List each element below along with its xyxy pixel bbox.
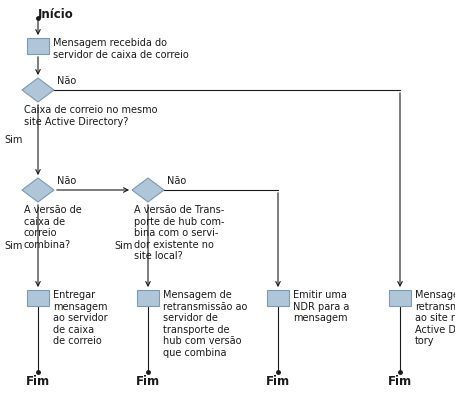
- Polygon shape: [131, 178, 164, 202]
- Text: Mensagem recebida do
servidor de caixa de correio: Mensagem recebida do servidor de caixa d…: [53, 38, 188, 60]
- Text: Emitir uma
NDR para a
mensagem: Emitir uma NDR para a mensagem: [293, 290, 349, 323]
- Text: Fim: Fim: [265, 375, 289, 388]
- Text: Fim: Fim: [26, 375, 50, 388]
- Text: Sim: Sim: [114, 241, 132, 251]
- Text: Início: Início: [38, 8, 74, 21]
- Bar: [388, 290, 410, 306]
- Text: Mensagem de
retransmissão ao
servidor de
transporte de
hub com versão
que combin: Mensagem de retransmissão ao servidor de…: [162, 290, 247, 358]
- Text: Mensagem de
retransmissão
ao site remoto
Active Direc-
tory: Mensagem de retransmissão ao site remoto…: [414, 290, 455, 346]
- Bar: [136, 290, 159, 306]
- Text: A versão de Trans-
porte de hub com-
bina com o servi-
dor existente no
site loc: A versão de Trans- porte de hub com- bin…: [134, 205, 224, 261]
- Text: Sim: Sim: [4, 241, 22, 251]
- Text: Não: Não: [57, 176, 76, 186]
- Text: Não: Não: [167, 176, 186, 186]
- Text: Sim: Sim: [4, 135, 22, 145]
- Text: Não: Não: [57, 76, 76, 86]
- Bar: [267, 290, 288, 306]
- Text: Caixa de correio no mesmo
site Active Directory?: Caixa de correio no mesmo site Active Di…: [24, 105, 157, 127]
- Polygon shape: [22, 78, 54, 102]
- Bar: [27, 290, 49, 306]
- Bar: [27, 38, 49, 54]
- Text: Entregar
mensagem
ao servidor
de caixa
de correio: Entregar mensagem ao servidor de caixa d…: [53, 290, 107, 346]
- Text: Fim: Fim: [387, 375, 411, 388]
- Polygon shape: [22, 178, 54, 202]
- Text: Fim: Fim: [136, 375, 160, 388]
- Text: A versão de
caixa de
correio
combina?: A versão de caixa de correio combina?: [24, 205, 81, 250]
